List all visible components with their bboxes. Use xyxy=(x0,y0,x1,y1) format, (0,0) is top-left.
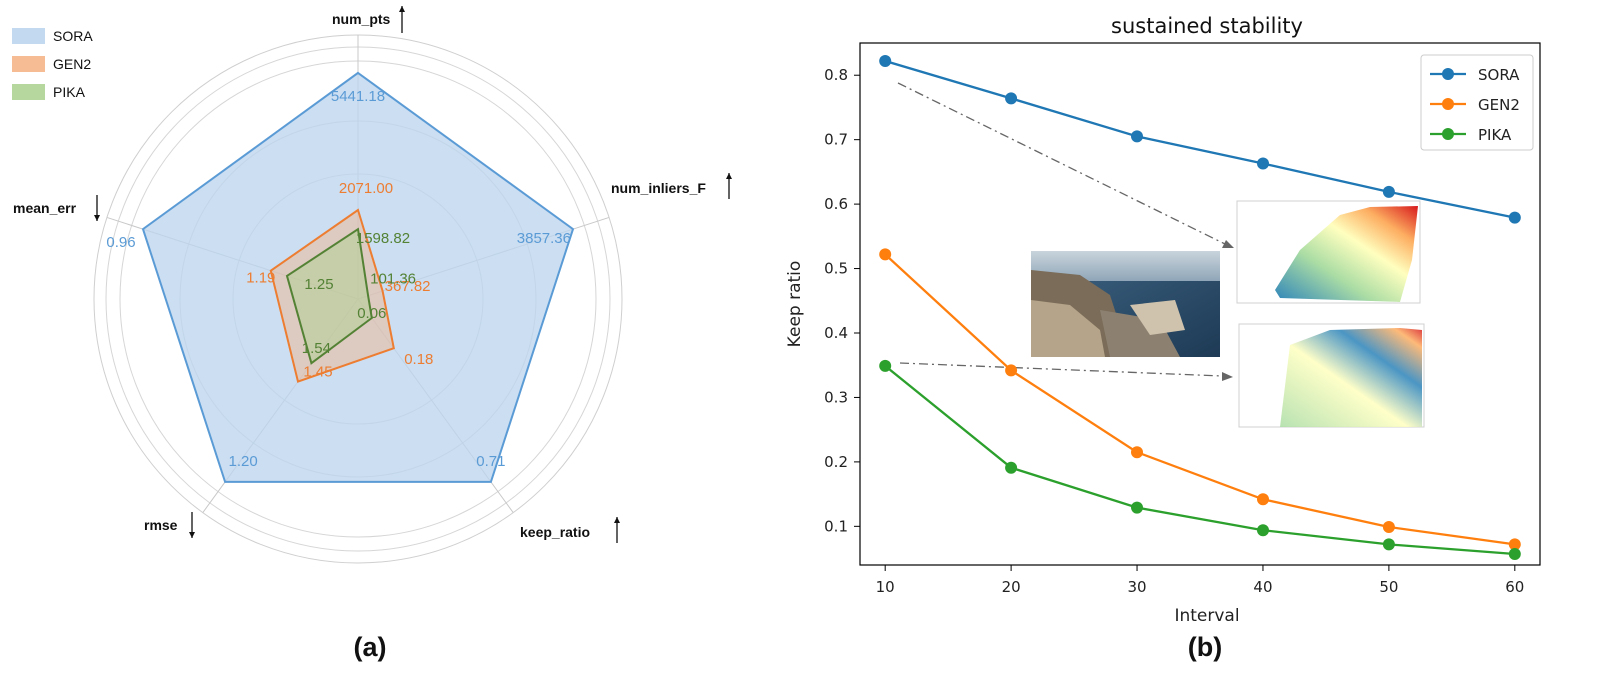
series-line-sora xyxy=(884,59,1516,219)
x-tick-label: 40 xyxy=(1253,578,1272,596)
legend-swatch-pika xyxy=(12,84,45,100)
data-point-gen2 xyxy=(879,248,892,261)
x-tick-label: 60 xyxy=(1505,578,1524,596)
axis-arrow-up-icon xyxy=(726,173,732,199)
x-axis-label: Interval xyxy=(1174,606,1239,626)
data-point-sora xyxy=(1131,130,1143,143)
line-chart: sustained stability 10 20 30 40 50 60 0.1 0.2 0.… xyxy=(785,14,1541,626)
chart-title: sustained stability xyxy=(1111,14,1303,38)
radar-value-labels: 5441.18 3857.36 0.71 1.20 0.96 2071.00 367.82 0… xyxy=(106,88,571,470)
line-series xyxy=(879,55,1521,560)
x-tick-label: 30 xyxy=(1127,578,1146,596)
y-tick-label: 0.2 xyxy=(824,453,848,471)
radar-axis-label-num_pts: num_pts xyxy=(332,11,391,27)
legend-label-sora: SORA xyxy=(53,28,93,44)
legend-marker-gen2 xyxy=(1442,98,1454,110)
data-point-pika xyxy=(1005,461,1018,474)
y-axis-label: Keep ratio xyxy=(785,261,805,348)
axis-arrow-down-icon xyxy=(189,512,195,538)
radar-value-pika-rmse: 1.54 xyxy=(302,340,331,357)
y-tick-label: 0.1 xyxy=(824,517,848,535)
series-line-pika xyxy=(884,365,1515,556)
axis-ticks: 10 20 30 40 50 60 0.1 0.2 0.3 0.4 0.5 0.6 0.7 0.8 xyxy=(824,66,1524,596)
radar-value-sora-keep_ratio: 0.71 xyxy=(476,453,505,470)
data-point-sora xyxy=(1005,92,1018,105)
data-point-gen2 xyxy=(1257,493,1269,506)
data-point-sora xyxy=(1382,185,1395,198)
data-point-sora xyxy=(1508,211,1521,224)
radar-axis-label-mean_err: mean_err xyxy=(13,200,77,216)
data-point-sora xyxy=(879,55,892,67)
inset-heatmap-top xyxy=(1236,200,1421,304)
radar-value-gen2-keep_ratio: 0.18 xyxy=(404,351,433,368)
legend-label-pika: PIKA xyxy=(1478,126,1512,144)
radar-axis-label-num_inliers_F: num_inliers_F xyxy=(611,180,706,196)
y-tick-label: 0.3 xyxy=(824,388,848,406)
legend-label-gen2: GEN2 xyxy=(1478,96,1520,114)
y-tick-label: 0.8 xyxy=(824,66,848,84)
legend-swatch-sora xyxy=(12,28,45,44)
data-point-pika xyxy=(879,359,892,372)
axis-arrow-down-icon xyxy=(94,195,100,221)
radar-value-gen2-num_pts: 2071.00 xyxy=(339,180,393,197)
legend-label-pika: PIKA xyxy=(53,84,86,100)
data-point-gen2 xyxy=(1382,521,1395,533)
radar-polygon-sora xyxy=(141,71,575,483)
inset-heatmap-bottom xyxy=(1238,323,1425,428)
radar-chart: 5441.18 3857.36 0.71 1.20 0.96 2071.00 367.82 0… xyxy=(12,6,732,564)
radar-value-pika-keep_ratio: 0.06 xyxy=(357,305,386,322)
radar-value-gen2-rmse: 1.45 xyxy=(303,364,332,381)
radar-axis-label-rmse: rmse xyxy=(144,517,178,533)
legend-marker-pika xyxy=(1442,128,1454,140)
y-tick-label: 0.6 xyxy=(824,195,848,213)
data-point-gen2 xyxy=(1508,538,1521,551)
panel-label-b: (b) xyxy=(1188,632,1222,662)
data-point-pika xyxy=(1131,501,1143,514)
data-point-gen2 xyxy=(1005,364,1018,377)
radar-value-sora-num_pts: 5441.18 xyxy=(331,88,385,105)
inset-photo xyxy=(1031,251,1220,357)
data-point-pika xyxy=(1508,548,1521,560)
y-tick-label: 0.7 xyxy=(824,131,848,149)
radar-polygon-pika xyxy=(285,227,373,365)
legend-label-sora: SORA xyxy=(1478,66,1520,84)
radar-value-pika-num_pts: 1598.82 xyxy=(356,230,410,247)
radar-axis-label-keep_ratio: keep_ratio xyxy=(520,524,590,540)
radar-value-gen2-mean_err: 1.19 xyxy=(246,270,275,287)
data-point-gen2 xyxy=(1131,446,1143,459)
legend-label-gen2: GEN2 xyxy=(53,56,91,72)
y-tick-label: 0.5 xyxy=(824,260,848,278)
x-tick-label: 50 xyxy=(1379,578,1398,596)
radar-value-sora-mean_err: 0.96 xyxy=(106,234,135,251)
data-point-pika xyxy=(1382,538,1395,551)
axis-arrow-up-icon xyxy=(614,517,620,543)
radar-value-pika-num_inliers_F: 101.36 xyxy=(370,271,416,288)
radar-value-sora-rmse: 1.20 xyxy=(228,453,257,470)
data-point-pika xyxy=(1257,524,1269,537)
legend-swatch-gen2 xyxy=(12,56,45,72)
series-line-gen2 xyxy=(884,253,1515,546)
plot-frame xyxy=(859,42,1541,566)
radar-polygon-gen2 xyxy=(269,208,395,383)
radar-value-pika-mean_err: 1.25 xyxy=(304,276,333,293)
annotation-arrows xyxy=(897,82,1234,381)
x-tick-label: 20 xyxy=(1002,578,1021,596)
axis-arrow-up-icon xyxy=(399,6,405,33)
radar-value-sora-num_inliers_F: 3857.36 xyxy=(517,230,571,247)
radar-axis-labels: num_pts num_inliers_F keep_ratio rmse mean_e… xyxy=(13,6,732,543)
legend: SORA GEN2 PIKA xyxy=(1420,54,1534,151)
radar-series xyxy=(141,71,575,483)
radar-legend: SORA GEN2 PIKA xyxy=(12,28,93,100)
panel-label-a: (a) xyxy=(354,632,387,662)
x-tick-label: 10 xyxy=(876,578,895,596)
radar-value-gen2-num_inliers_F: 367.82 xyxy=(385,278,431,295)
data-point-sora xyxy=(1257,157,1269,170)
y-tick-label: 0.4 xyxy=(824,324,848,342)
legend-marker-sora xyxy=(1442,68,1454,80)
